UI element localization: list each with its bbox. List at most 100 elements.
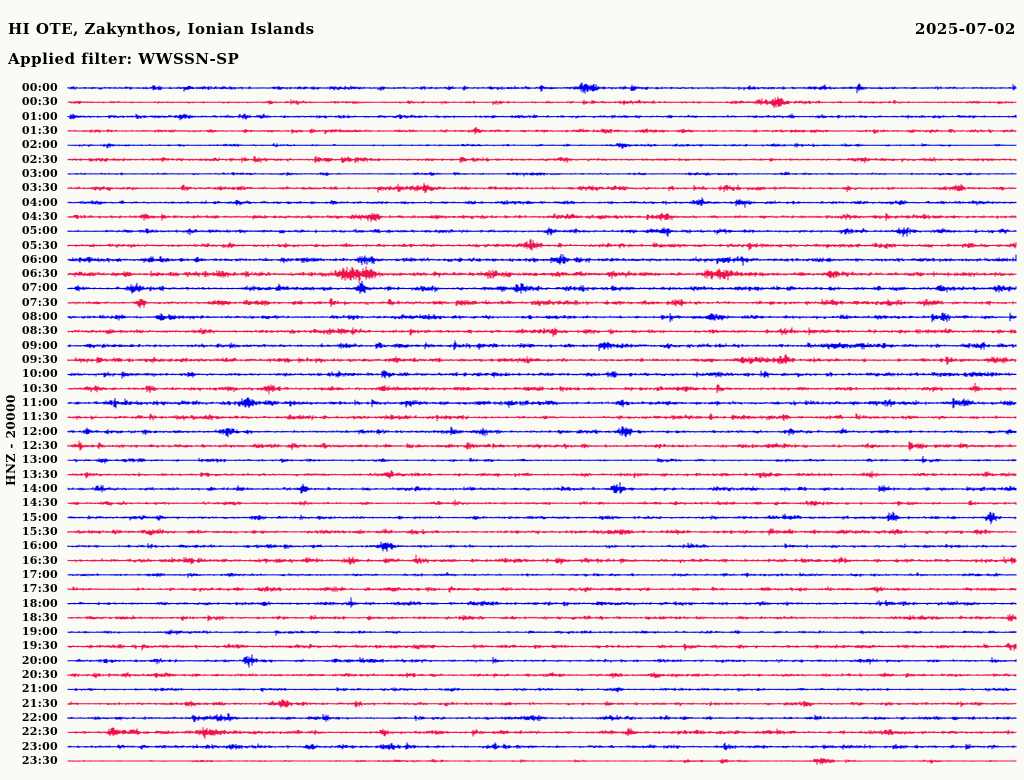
time-label-1530: 15:30 (21, 524, 58, 538)
time-label-1900: 19:00 (21, 625, 58, 639)
time-label-0000: 00:00 (21, 81, 58, 94)
time-label-2330: 23:30 (21, 754, 58, 768)
trace-row-0930 (67, 354, 1017, 365)
trace-row-0300 (67, 171, 1017, 177)
time-label-0300: 03:00 (21, 166, 58, 180)
trace-row-0730 (67, 297, 1017, 309)
time-label-0700: 07:00 (21, 281, 58, 295)
time-label-1700: 17:00 (21, 567, 58, 581)
time-label-1030: 10:30 (21, 381, 58, 395)
trace-row-0630 (67, 266, 1017, 283)
time-label-1200: 12:00 (21, 424, 58, 438)
time-label-1830: 18:30 (21, 610, 58, 624)
time-label-0730: 07:30 (21, 295, 58, 309)
time-label-1930: 19:30 (21, 639, 58, 653)
time-label-0130: 01:30 (21, 123, 58, 137)
time-label-2300: 23:00 (21, 739, 58, 753)
time-label-0800: 08:00 (21, 310, 58, 324)
trace-row-1730 (67, 586, 1017, 593)
trace-row-2200 (67, 713, 1017, 723)
time-label-1330: 13:30 (21, 467, 58, 481)
trace-row-1600 (67, 541, 1017, 552)
trace-row-0400 (67, 197, 1017, 208)
trace-row-1500 (67, 511, 1017, 525)
trace-row-0800 (67, 312, 1017, 323)
time-label-0930: 09:30 (21, 353, 58, 367)
trace-row-0130 (67, 126, 1017, 135)
time-label-1230: 12:30 (21, 439, 58, 452)
trace-row-1000 (67, 369, 1017, 379)
trace-row-0500 (67, 227, 1017, 237)
trace-row-0200 (67, 142, 1017, 149)
trace-row-1230 (67, 440, 1017, 451)
trace-row-2030 (67, 672, 1017, 679)
time-label-0230: 02:30 (21, 152, 58, 166)
trace-row-2230 (67, 727, 1017, 739)
time-label-1400: 14:00 (21, 481, 58, 495)
trace-row-0030 (67, 96, 1017, 109)
time-label-1130: 11:30 (21, 410, 58, 424)
trace-row-2000 (67, 654, 1017, 668)
time-label-1000: 10:00 (21, 367, 58, 381)
trace-row-0600 (67, 254, 1017, 266)
time-label-1100: 11:00 (21, 396, 58, 410)
time-label-0100: 01:00 (21, 109, 58, 123)
time-label-0530: 05:30 (21, 238, 58, 252)
trace-row-0000 (67, 82, 1017, 94)
trace-row-1700 (67, 572, 1017, 578)
trace-row-1630 (67, 554, 1017, 565)
time-label-1630: 16:30 (21, 553, 58, 567)
time-label-0630: 06:30 (21, 267, 58, 281)
time-label-0330: 03:30 (21, 181, 58, 195)
station-title: HI OTE, Zakynthos, Ionian Islands (8, 20, 315, 38)
trace-row-0430 (67, 212, 1017, 222)
time-label-0830: 08:30 (21, 324, 58, 338)
time-label-0030: 00:30 (21, 95, 58, 109)
trace-row-0530 (67, 239, 1017, 251)
trace-row-0230 (67, 155, 1017, 164)
time-label-1430: 14:30 (21, 496, 58, 510)
date-label: 2025-07-02 (915, 20, 1016, 38)
trace-row-1400 (67, 482, 1017, 494)
trace-row-1030 (67, 382, 1017, 395)
trace-row-1100 (67, 397, 1017, 409)
time-label-2130: 21:30 (21, 696, 58, 710)
time-label-1600: 16:00 (21, 539, 58, 553)
time-label-0400: 04:00 (21, 195, 58, 209)
trace-row-1930 (67, 643, 1017, 651)
trace-row-1800 (67, 597, 1017, 608)
trace-row-2100 (67, 687, 1017, 693)
trace-row-1530 (67, 528, 1017, 536)
trace-row-1830 (67, 614, 1017, 622)
time-label-1800: 18:00 (21, 596, 58, 610)
trace-row-2300 (67, 742, 1017, 751)
trace-row-0100 (67, 113, 1017, 121)
time-label-2100: 21:00 (21, 682, 58, 696)
trace-row-2330 (67, 757, 1017, 765)
time-label-1500: 15:00 (21, 510, 58, 524)
trace-row-0330 (67, 182, 1017, 194)
time-label-0900: 09:00 (21, 338, 58, 352)
time-label-2200: 22:00 (21, 711, 58, 725)
time-label-0600: 06:00 (21, 252, 58, 266)
filter-label: Applied filter: WWSSN-SP (8, 50, 240, 68)
time-label-0200: 02:00 (21, 138, 58, 152)
trace-row-0900 (67, 340, 1017, 351)
time-label-2030: 20:30 (21, 668, 58, 682)
time-label-0430: 04:30 (21, 209, 58, 223)
trace-row-1430 (67, 499, 1017, 506)
trace-row-1900 (67, 629, 1017, 636)
trace-row-1200 (67, 426, 1017, 438)
time-label-1730: 17:30 (21, 582, 58, 596)
time-label-2230: 22:30 (21, 725, 58, 739)
trace-row-0700 (67, 280, 1017, 294)
trace-row-2130 (67, 699, 1017, 708)
time-label-0500: 05:00 (21, 224, 58, 238)
time-label-1300: 13:00 (21, 453, 58, 467)
trace-row-1130 (67, 413, 1017, 422)
trace-row-1330 (67, 470, 1017, 479)
trace-row-0830 (67, 327, 1017, 337)
time-label-2000: 20:00 (21, 653, 58, 667)
trace-row-1300 (67, 456, 1017, 464)
